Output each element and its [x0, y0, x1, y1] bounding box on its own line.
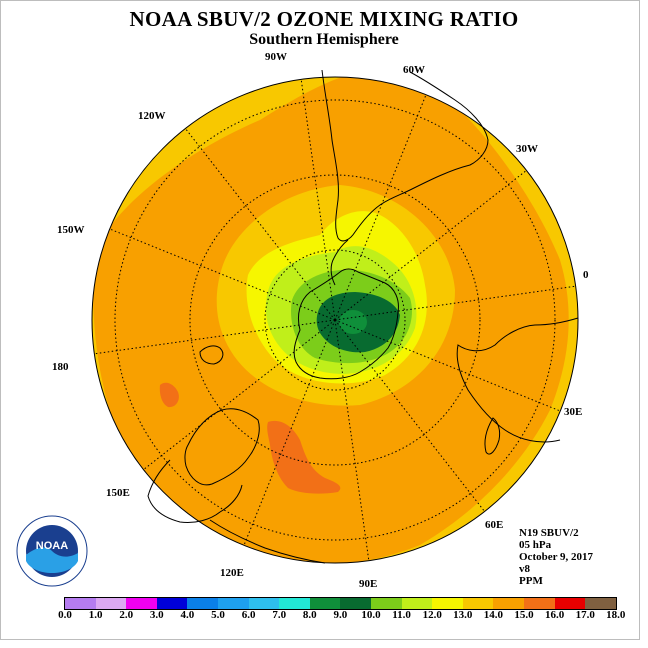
lon-label-90e: 90E	[359, 578, 377, 590]
lon-label-30e: 30E	[564, 406, 582, 418]
colorbar-swatch	[279, 598, 310, 609]
lon-label-90w: 90W	[265, 51, 287, 63]
coast-africa	[456, 317, 579, 443]
colorbar-swatch	[401, 598, 433, 609]
lon-label-120e: 120E	[220, 567, 244, 579]
colorbar-tick-label: 16.0	[544, 609, 565, 621]
version-text: v8	[519, 563, 530, 575]
lon-label-150e: 150E	[106, 487, 130, 499]
coast-new-zealand	[199, 345, 224, 365]
field-15-16-b	[159, 382, 179, 408]
colorbar-tick-label: 12.0	[422, 609, 442, 621]
map-border	[91, 76, 579, 564]
colorbar-tick-label: 17.0	[575, 609, 595, 621]
latitude-circle-30s	[114, 99, 556, 541]
coast-australia	[147, 408, 260, 523]
colorbar-tick-label: 9.0	[333, 609, 348, 621]
colorbar-swatch	[585, 598, 616, 609]
noaa-logo: NOAA	[16, 515, 88, 592]
colorbar-tick-label: 3.0	[149, 609, 164, 621]
coast-south-america	[321, 69, 489, 242]
map-subtitle: Southern Hemisphere	[249, 31, 399, 48]
lon-label-30w: 30W	[516, 143, 538, 155]
colorbar-swatch	[309, 598, 341, 609]
meridian-line	[334, 285, 576, 321]
colorbar-tick-label: 0.0	[58, 609, 72, 621]
map-title: NOAA SBUV/2 OZONE MIXING RATIO	[129, 7, 519, 31]
colorbar-swatch	[156, 598, 188, 609]
colorbar-tick-label: 18.0	[606, 609, 626, 621]
colorbar-tick-label: 7.0	[272, 609, 287, 621]
lon-label-60w: 60W	[403, 64, 425, 76]
colorbar-tick-label: 6.0	[241, 609, 256, 621]
coastlines	[147, 69, 579, 564]
meridian-line	[94, 319, 336, 355]
lon-label-0: 0	[583, 269, 589, 281]
meridian-line	[334, 319, 561, 412]
ozone-field	[92, 77, 578, 563]
colorbar-swatch	[65, 598, 96, 609]
meridian-line	[185, 128, 336, 321]
pressure-level-text: 05 hPa	[519, 539, 552, 551]
colorbar-tick-label: 1.0	[88, 609, 103, 621]
meridian-line	[334, 170, 527, 321]
colorbar-ticks: 0.0 1.0 2.0 3.0 4.0 5.0 6.0 7.0 8.0 9.0 10.0 11.0 12…	[0, 609, 648, 623]
coast-south-asia	[209, 519, 326, 564]
date-text: October 9, 2017	[519, 551, 594, 563]
meridian-line	[334, 319, 370, 561]
lon-label-150w: 150W	[57, 224, 85, 236]
colorbar-swatch	[554, 598, 586, 609]
colorbar-tick-label: 10.0	[361, 609, 381, 621]
colorbar-swatch	[493, 598, 524, 609]
colorbar-swatch	[187, 598, 218, 609]
noaa-logo-text: NOAA	[36, 540, 68, 552]
colorbar-tick-label: 11.0	[392, 609, 411, 621]
colorbar-tick-label: 2.0	[119, 609, 134, 621]
meridians	[94, 79, 576, 561]
longitude-labels: 0 30E 60E 90E 120E 150E 180 150W 120W 90…	[52, 51, 589, 590]
colorbar-tick-label: 5.0	[211, 609, 225, 621]
coast-madagascar	[484, 417, 501, 455]
colorbar-tick-label: 14.0	[483, 609, 504, 621]
units-text: PPM	[519, 575, 543, 587]
colorbar-swatch	[432, 598, 463, 609]
meridian-line	[334, 319, 485, 512]
lon-label-120w: 120W	[138, 110, 166, 122]
colorbar-swatch	[126, 598, 157, 609]
meridian-line	[143, 319, 336, 470]
latitude-circle-50s	[189, 174, 481, 466]
instrument-text: N19 SBUV/2	[519, 527, 579, 539]
colorbar-tick-label: 13.0	[453, 609, 473, 621]
field-15-16-a	[267, 420, 341, 494]
coast-antarctic-peninsula	[330, 239, 349, 286]
colorbar-swatch	[95, 598, 127, 609]
colorbar-swatch	[340, 598, 371, 609]
meridian-line	[334, 94, 427, 321]
lon-label-180: 180	[52, 361, 69, 373]
info-block: N19 SBUV/2 05 hPa October 9, 2017 v8 PPM	[519, 527, 593, 587]
colorbar-swatch	[523, 598, 555, 609]
colorbar-tick-label: 8.0	[302, 609, 317, 621]
meridian-line	[109, 228, 336, 321]
graticule	[114, 99, 556, 541]
colorbar-swatch	[370, 598, 402, 609]
latitude-circle-70s	[264, 249, 406, 391]
colorbar-tick-label: 4.0	[180, 609, 195, 621]
colorbar-swatch	[248, 598, 280, 609]
lon-label-60e: 60E	[485, 519, 503, 531]
coast-antarctica	[293, 268, 399, 380]
colorbar	[64, 597, 617, 610]
meridian-line	[243, 319, 336, 546]
colorbar-swatch	[462, 598, 494, 609]
colorbar-tick-label: 15.0	[514, 609, 534, 621]
colorbar-swatch	[217, 598, 249, 609]
page-frame	[0, 0, 640, 640]
